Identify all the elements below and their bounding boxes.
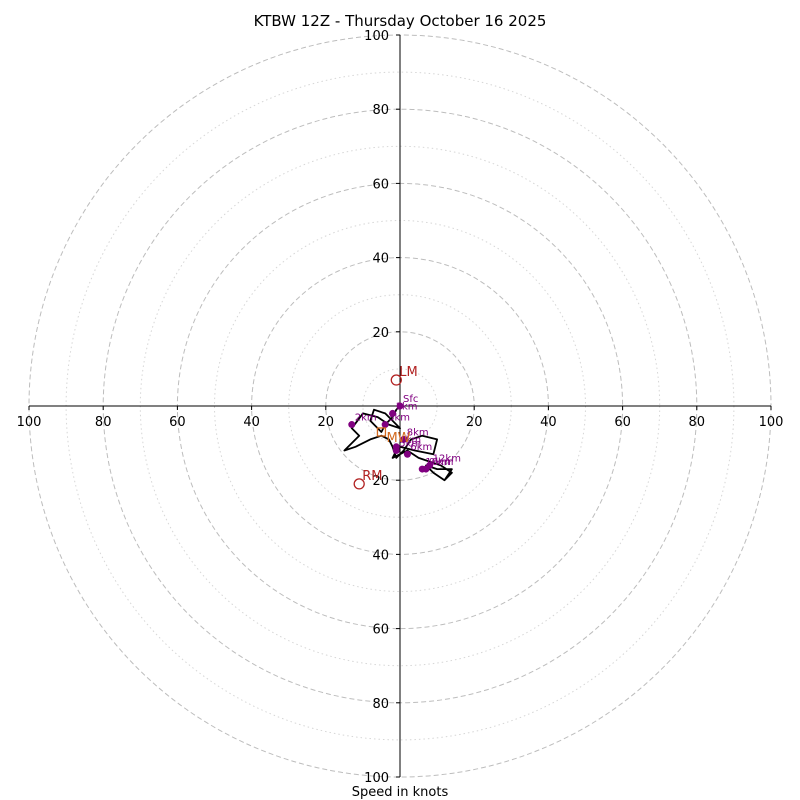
y-tick-label: 40: [372, 252, 389, 267]
height-marker-point: [396, 402, 404, 410]
x-tick-label: 80: [95, 415, 112, 430]
x-tick-label: 20: [318, 415, 335, 430]
height-marker-label: 2km: [355, 413, 377, 424]
height-marker-label: 12km: [433, 453, 461, 464]
x-tick-label: 40: [243, 415, 260, 430]
height-marker-point: [381, 421, 389, 429]
y-tick-label: 40: [372, 548, 389, 563]
mean-wind-label: MW: [386, 431, 410, 446]
height-marker-label: 6km: [410, 442, 432, 453]
height-marker-label: 4km: [399, 435, 421, 446]
y-tick-label: 100: [364, 29, 389, 44]
height-marker-point: [400, 435, 408, 443]
storm-motion-marker: [353, 478, 365, 490]
hodograph-line: [343, 405, 453, 482]
mean-wind-marker: [376, 427, 387, 437]
height-marker-label: 1km: [396, 401, 418, 412]
x-tick-label: 20: [466, 415, 483, 430]
height-marker-point: [389, 409, 397, 417]
height-marker-label: Sfc: [403, 394, 418, 405]
tick-labels: 100 80 60 40 20 20 40 60 80 100 100 80 60 40 20 20 40 60 8…: [17, 29, 784, 786]
y-tick-label: 60: [372, 623, 389, 638]
height-marker-point: [418, 465, 426, 473]
x-tick-label: 100: [759, 415, 784, 430]
height-marker-point: [392, 447, 400, 455]
height-marker-label: 9km: [429, 457, 451, 468]
x-tick-label: 60: [169, 415, 186, 430]
y-tick-label: 100: [364, 771, 389, 786]
y-tick-label: 80: [372, 103, 389, 118]
storm-motion-label: LM: [399, 365, 417, 380]
height-marker-point: [348, 421, 356, 429]
y-tick-label: 80: [372, 697, 389, 712]
height-marker-label: 5km: [399, 439, 421, 450]
height-marker-label: 8km: [407, 427, 429, 438]
storm-motion-markers: LM RM MW: [353, 365, 418, 490]
y-tick-label: 60: [372, 177, 389, 192]
x-tick-label: 60: [614, 415, 631, 430]
chart-title: KTBW 12Z - Thursday October 16 2025: [254, 12, 547, 30]
x-tick-label: 80: [689, 415, 706, 430]
x-tick-label: 100: [17, 415, 42, 430]
height-marker-point: [426, 461, 434, 469]
storm-motion-label: RM: [362, 469, 382, 484]
hodograph-trace: [343, 405, 453, 482]
height-marker-label: 10km: [425, 457, 453, 468]
y-tick-label: 20: [372, 474, 389, 489]
y-tick-label: 20: [372, 326, 389, 341]
height-marker-label: 3km: [388, 413, 410, 424]
height-marker-point: [403, 450, 411, 458]
x-axis-label: Speed in knots: [352, 785, 449, 800]
storm-motion-marker: [390, 374, 402, 386]
x-tick-label: 40: [540, 415, 557, 430]
